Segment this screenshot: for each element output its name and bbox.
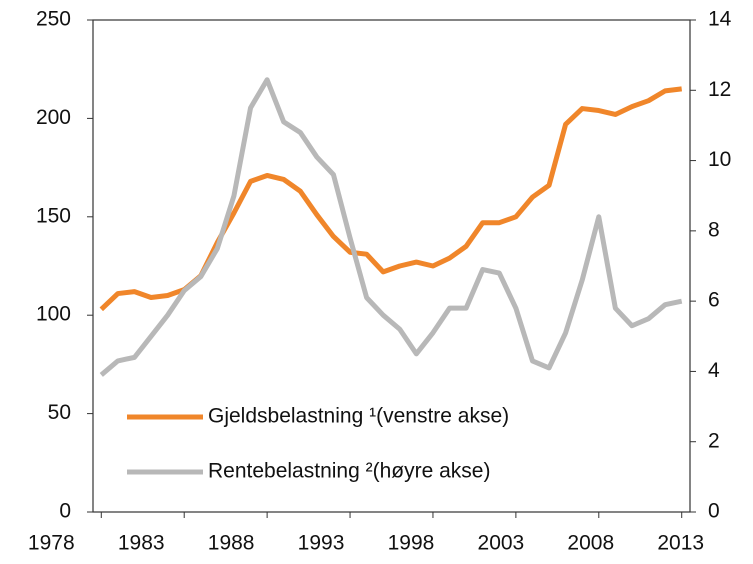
y2-tick-label: 14 [708,8,732,31]
y-tick-label: 250 [36,8,71,31]
y2-tick-label: 10 [708,148,731,171]
y2-tick-label: 2 [708,429,720,452]
y-tick-label: 200 [36,106,71,129]
x-tick-label: 1998 [388,532,435,555]
y2-tick-label: 0 [708,500,720,523]
series-line [99,77,683,377]
x-tick-label: 1983 [118,532,165,555]
legend-label: Rentebelastning ²(høyre akse) [208,460,490,483]
y2-tick-label: 8 [708,218,720,241]
y-tick-label: 0 [59,500,71,523]
plot-frame [92,19,691,513]
y2-tick-label: 4 [708,359,720,382]
y-tick-label: 50 [48,401,71,424]
y2-tick-label: 6 [708,289,720,312]
x-tick-label: 2013 [657,532,704,555]
y2-tick-label: 12 [708,78,731,101]
x-tick-label: 1988 [208,532,255,555]
y-tick-label: 150 [36,204,71,227]
x-tick-label: 1993 [298,532,345,555]
x-tick-label: 2003 [478,532,525,555]
series-line [99,86,683,312]
y-tick-label: 100 [36,303,71,326]
x-tick-label: 1978 [28,532,75,555]
x-tick-label: 2008 [567,532,614,555]
legend-label: Gjeldsbelastning ¹(venstre akse) [208,405,509,428]
